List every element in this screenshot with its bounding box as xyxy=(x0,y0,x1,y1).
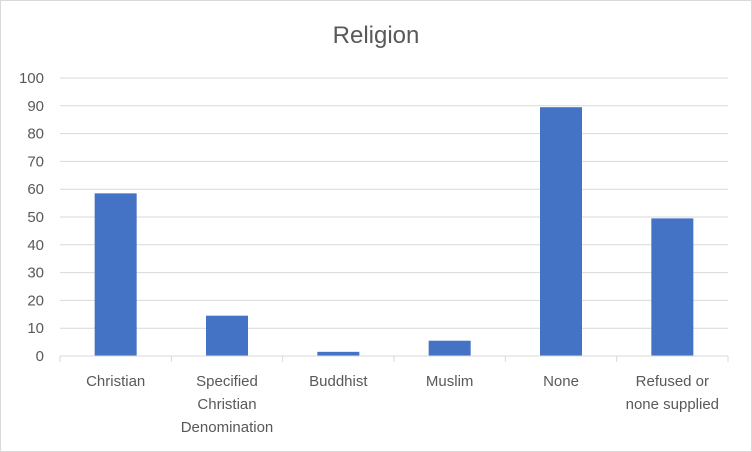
y-tick-label-0: 0 xyxy=(36,348,44,365)
bar-4 xyxy=(540,107,582,356)
bars xyxy=(94,107,694,356)
y-tick-label-100: 100 xyxy=(19,70,44,87)
bar-0 xyxy=(94,193,137,356)
y-axis-ticks: 0 10 20 30 40 50 60 70 80 90 100 xyxy=(19,70,44,365)
x-axis xyxy=(59,355,729,362)
x-category-label-2: Buddhist xyxy=(309,373,368,390)
y-tick-label-30: 30 xyxy=(27,265,44,282)
bar-1 xyxy=(206,315,248,356)
bar-5 xyxy=(651,218,694,356)
x-category-label-4: None xyxy=(543,373,579,390)
y-tick-label-90: 90 xyxy=(27,98,44,115)
gridlines xyxy=(60,77,728,329)
y-tick-label-60: 60 xyxy=(27,181,44,198)
x-category-label-0: Christian xyxy=(86,373,145,390)
y-tick-label-80: 80 xyxy=(27,126,44,143)
bar-2 xyxy=(317,351,360,356)
chart-title: Religion xyxy=(332,22,420,49)
y-tick-label-50: 50 xyxy=(27,209,44,226)
x-axis-categories: Christian Specified Christian Denomination B… xyxy=(86,373,719,436)
y-tick-label-10: 10 xyxy=(27,320,44,337)
x-category-label-5: Refused or xyxy=(636,373,709,390)
x-category-label-3: Muslim xyxy=(426,373,474,390)
bar-3 xyxy=(428,340,471,356)
x-category-label-1: Specified xyxy=(196,373,258,390)
y-tick-label-70: 70 xyxy=(27,153,44,170)
x-category-label-1: Christian xyxy=(197,396,256,413)
y-tick-label-40: 40 xyxy=(27,237,44,254)
x-category-label-5: none supplied xyxy=(626,396,719,413)
x-category-label-1: Denomination xyxy=(181,419,274,436)
y-tick-label-20: 20 xyxy=(27,292,44,309)
